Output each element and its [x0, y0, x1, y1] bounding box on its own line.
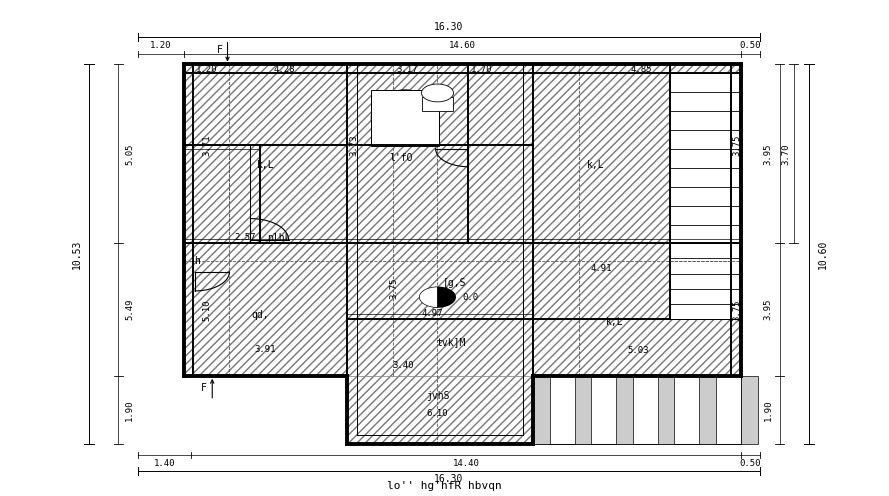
Text: F: F: [217, 45, 223, 55]
Text: 3.73: 3.73: [349, 134, 358, 156]
Text: 1.40: 1.40: [154, 459, 175, 468]
Bar: [533, 376, 549, 444]
Text: 3.95: 3.95: [764, 299, 773, 320]
Text: qd,: qd,: [252, 310, 268, 320]
Bar: [670, 73, 741, 244]
Text: jvhS: jvhS: [426, 390, 449, 401]
Text: 3.91: 3.91: [254, 345, 276, 354]
Text: 3.71: 3.71: [203, 134, 212, 156]
Bar: [670, 244, 741, 318]
Text: 5.49: 5.49: [125, 299, 134, 320]
Text: 5.05: 5.05: [125, 143, 134, 165]
Text: 1.20: 1.20: [196, 65, 217, 74]
Bar: [533, 64, 741, 244]
Polygon shape: [420, 287, 437, 307]
Text: 3.17: 3.17: [396, 65, 418, 74]
Bar: [616, 376, 633, 444]
Text: 0.50: 0.50: [740, 41, 761, 50]
Bar: [658, 376, 675, 444]
Circle shape: [420, 287, 455, 307]
Bar: [184, 64, 347, 244]
Text: F: F: [201, 383, 206, 393]
Text: 10.53: 10.53: [72, 240, 82, 269]
Text: 4.97: 4.97: [421, 310, 443, 318]
Bar: [347, 244, 533, 376]
Text: 3.75: 3.75: [732, 300, 741, 321]
Text: 16.30: 16.30: [434, 474, 464, 484]
Text: 10.60: 10.60: [818, 240, 828, 269]
Text: 1.90: 1.90: [764, 399, 773, 421]
Bar: [347, 376, 533, 444]
Text: 1.20: 1.20: [150, 41, 172, 50]
Bar: [372, 90, 439, 146]
Text: k,L: k,L: [587, 160, 605, 170]
Bar: [533, 376, 741, 444]
Text: 5.10: 5.10: [203, 300, 212, 321]
Text: 16.30: 16.30: [434, 22, 464, 32]
Bar: [700, 376, 716, 444]
Text: 5.03: 5.03: [627, 346, 649, 355]
Text: 4.85: 4.85: [630, 65, 652, 74]
Bar: [468, 64, 533, 244]
Text: plhL: plhL: [268, 233, 291, 243]
Bar: [533, 244, 741, 376]
Text: 6.10: 6.10: [427, 409, 448, 418]
Text: h: h: [194, 256, 200, 266]
Text: lo'' hg'hfR hbvqn: lo'' hg'hfR hbvqn: [387, 481, 502, 491]
Text: 1.70: 1.70: [470, 65, 492, 74]
Bar: [574, 376, 591, 444]
Text: k,L: k,L: [606, 317, 624, 327]
Text: 0.50: 0.50: [740, 459, 761, 468]
Text: 14.60: 14.60: [449, 41, 476, 50]
Text: tvk]M: tvk]M: [436, 337, 466, 347]
Text: 3.75: 3.75: [732, 134, 741, 156]
Bar: [184, 244, 347, 376]
Text: 1.90: 1.90: [125, 399, 134, 421]
Bar: [422, 97, 453, 111]
Text: k,L: k,L: [257, 160, 274, 170]
Text: 3.70: 3.70: [781, 143, 790, 165]
Text: 3.95: 3.95: [764, 143, 773, 165]
Text: 3.75: 3.75: [389, 277, 398, 299]
Text: 0.0: 0.0: [462, 293, 478, 302]
Text: 4.91: 4.91: [591, 264, 613, 273]
Bar: [347, 64, 468, 244]
Text: 2.57: 2.57: [235, 233, 256, 242]
Text: 3.40: 3.40: [392, 361, 414, 370]
Text: [g,S: [g,S: [443, 278, 467, 288]
Text: l'fO: l'fO: [389, 153, 413, 163]
Text: 4.28: 4.28: [274, 65, 295, 74]
Circle shape: [421, 84, 453, 102]
Bar: [741, 376, 757, 444]
Text: 14.40: 14.40: [453, 459, 479, 468]
